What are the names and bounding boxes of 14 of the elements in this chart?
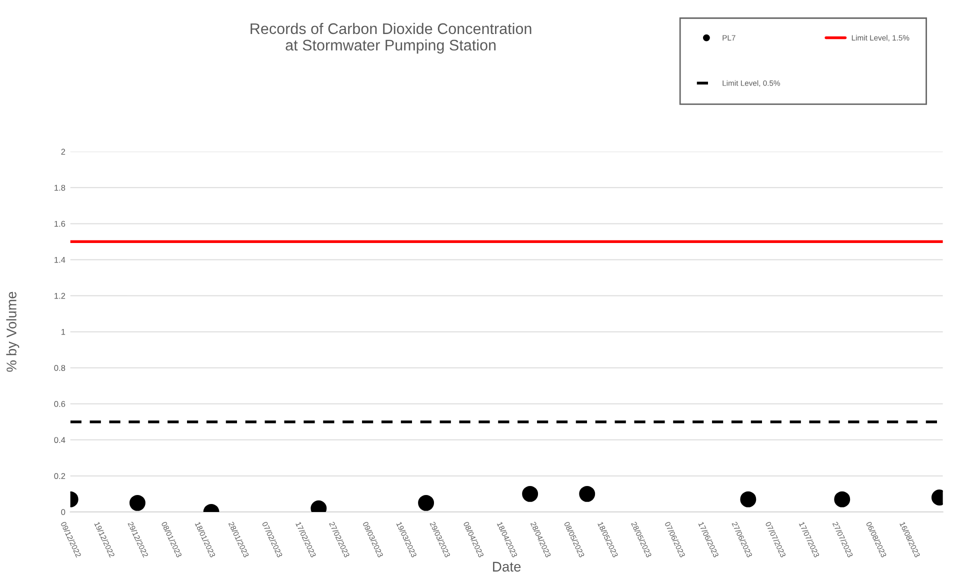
y-axis-title: % by Volume [6, 292, 20, 372]
y-tick-label: 1.8 [54, 184, 66, 191]
y-tick-label: 0.6 [54, 401, 66, 407]
y-tick-label: 1.2 [54, 292, 66, 299]
y-tick-label: 0.4 [54, 437, 66, 443]
chart-title: Records of Carbon Dioxide Concentration at Stormwater Pumping Station [250, 22, 532, 54]
y-tick-label: 0.8 [54, 364, 66, 371]
y-tick-label: 1.4 [54, 256, 66, 263]
y-tick-label: 1.6 [54, 220, 66, 227]
y-tick-label: 1 [61, 329, 66, 335]
y-tick-label: 0 [61, 509, 66, 516]
x-axis-title: Date [493, 562, 521, 572]
y-tick-label: 2 [61, 148, 66, 155]
y-tick-label: 0.2 [54, 473, 66, 480]
